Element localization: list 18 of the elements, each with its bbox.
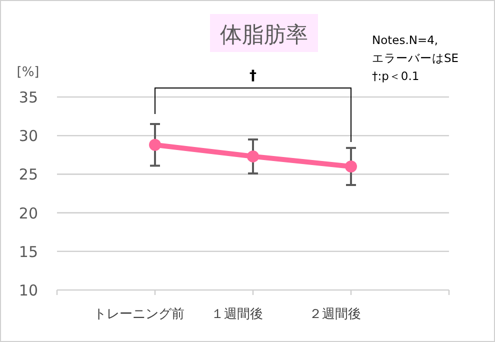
y-axis-title: [%] (16, 65, 40, 80)
y-tick-label: 35 (18, 88, 38, 106)
y-tick-label: 25 (18, 166, 38, 184)
x-tick-label: ２週間後 (309, 307, 361, 322)
y-tick-label: 15 (18, 242, 38, 261)
text: Notes.N=4, (372, 33, 438, 47)
point (247, 150, 259, 162)
text: †:p＜0.1 (372, 69, 420, 83)
point (149, 138, 161, 151)
y-tick-label: 30 (18, 127, 38, 146)
y-tick-label: 10 (18, 282, 38, 300)
point (345, 160, 357, 172)
x-tick-label: １週間後 (211, 307, 263, 322)
text: エラーバーはSE (372, 51, 459, 65)
chart-title: 体脂肪率 (220, 23, 308, 48)
x-tick-label: トレーニング前 (94, 307, 184, 322)
y-tick-label: 20 (18, 204, 38, 222)
picture-significance-bracket: † (154, 68, 352, 142)
